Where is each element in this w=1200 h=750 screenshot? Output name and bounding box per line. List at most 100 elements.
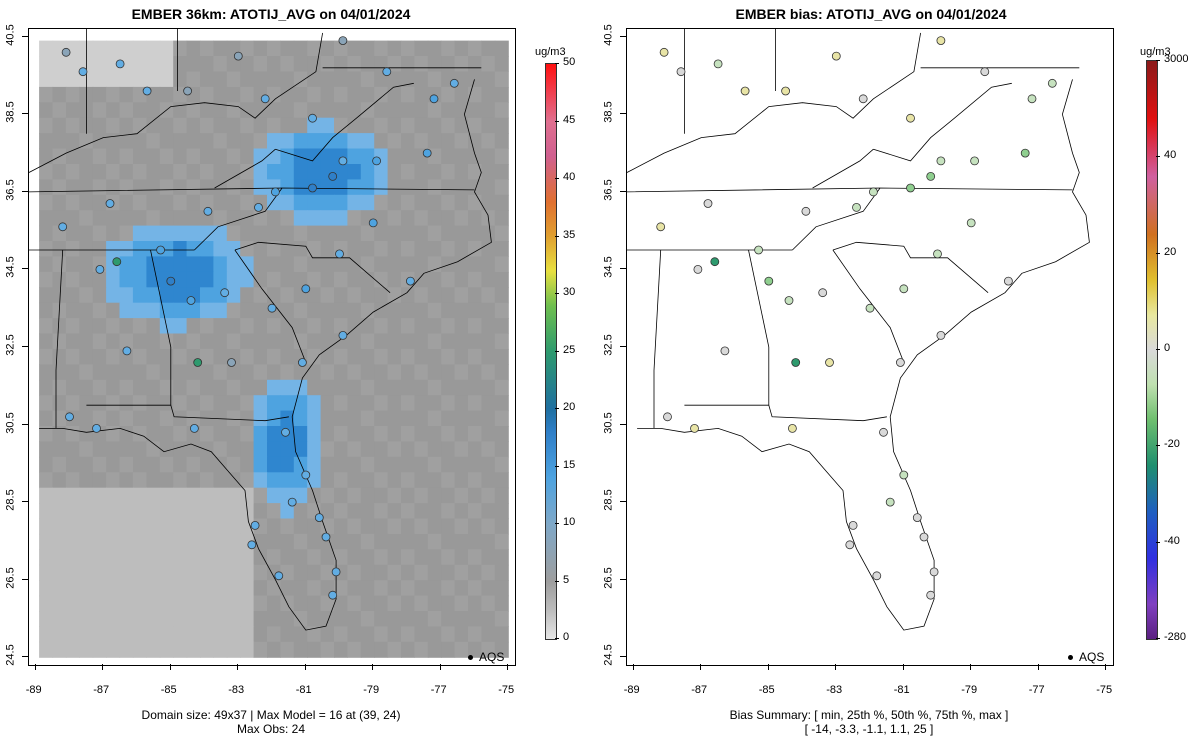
x-tick-mark xyxy=(700,664,702,670)
model-grid-cell xyxy=(79,533,94,550)
observation-point xyxy=(105,199,115,208)
model-grid-cell xyxy=(146,225,161,242)
model-grid-cell xyxy=(79,487,94,504)
model-grid-cell xyxy=(186,71,201,88)
model-grid-cell xyxy=(387,102,402,119)
model-grid-cell xyxy=(280,133,295,150)
bias-point xyxy=(825,358,834,367)
model-grid-cell xyxy=(39,549,54,566)
model-grid-cell xyxy=(226,641,241,658)
model-grid-cell xyxy=(200,333,214,350)
x-tick-mark xyxy=(1037,664,1039,670)
model-grid-cell xyxy=(186,441,201,458)
model-grid-cell xyxy=(253,626,268,643)
model-grid-cell xyxy=(374,487,389,504)
left-legend-label: AQS xyxy=(479,650,505,664)
model-grid-cell xyxy=(374,564,389,581)
model-grid-cell xyxy=(347,287,362,304)
model-grid-cell xyxy=(481,611,496,627)
y-tick-mark xyxy=(620,578,626,580)
colorbar-label: 0 xyxy=(1164,342,1171,354)
model-grid-cell xyxy=(401,194,415,211)
colorbar-tick xyxy=(555,235,559,237)
model-grid-cell xyxy=(79,595,94,612)
model-grid-cell xyxy=(374,86,389,103)
model-grid-cell xyxy=(320,456,335,473)
model-grid-cell xyxy=(132,225,147,242)
model-grid-cell xyxy=(39,287,54,304)
bias-point xyxy=(906,183,915,193)
model-grid-cell xyxy=(320,318,335,335)
model-grid-cell xyxy=(401,641,415,658)
model-grid-cell xyxy=(280,86,295,103)
bias-point xyxy=(663,412,672,422)
model-grid-cell xyxy=(481,287,496,304)
model-grid-cell xyxy=(334,271,348,288)
model-grid-cell xyxy=(92,595,107,612)
model-grid-cell xyxy=(92,379,107,396)
model-grid-cell xyxy=(200,40,214,57)
model-grid-cell xyxy=(481,379,496,396)
model-grid-cell xyxy=(441,564,456,581)
model-grid-cell xyxy=(173,518,188,535)
model-grid-cell xyxy=(454,164,469,180)
model-grid-cell xyxy=(360,641,375,658)
model-grid-cell xyxy=(347,164,362,180)
model-grid-cell xyxy=(387,503,402,520)
model-grid-cell xyxy=(374,395,389,412)
model-grid-cell xyxy=(52,410,67,427)
model-grid-cell xyxy=(79,225,94,242)
left-caption-line1: Domain size: 49x37 | Max Model = 16 at (… xyxy=(141,708,401,722)
observation-point xyxy=(368,218,378,228)
observation-point xyxy=(270,187,280,197)
model-grid-cell xyxy=(39,302,54,319)
model-grid-cell xyxy=(52,133,67,150)
model-grid-cell xyxy=(213,549,228,566)
bias-point xyxy=(936,36,946,46)
model-grid-cell xyxy=(307,564,322,581)
model-grid-cell xyxy=(387,533,402,550)
model-grid-cell xyxy=(132,487,147,504)
model-grid-cell xyxy=(494,40,509,57)
model-grid-cell xyxy=(65,626,80,643)
model-grid-cell xyxy=(267,71,281,88)
model-grid-cell xyxy=(387,318,402,335)
model-grid-cell xyxy=(347,225,362,242)
model-grid-cell xyxy=(347,611,362,627)
model-grid-cell xyxy=(253,56,268,72)
model-grid-cell xyxy=(65,472,80,489)
model-grid-cell xyxy=(374,472,389,489)
model-grid-cell xyxy=(414,318,429,335)
model-grid-cell xyxy=(213,503,228,520)
model-grid-cell xyxy=(65,549,80,566)
model-grid-cell xyxy=(414,210,429,227)
model-grid-cell xyxy=(481,102,496,119)
model-grid-cell xyxy=(280,395,295,412)
model-grid-cell xyxy=(280,410,295,427)
model-grid-cell xyxy=(427,102,442,119)
model-grid-cell xyxy=(374,102,389,119)
model-grid-cell xyxy=(293,271,308,288)
model-grid-cell xyxy=(334,194,348,211)
model-grid-cell xyxy=(173,333,188,350)
model-grid-cell xyxy=(374,348,389,365)
bias-point xyxy=(933,249,942,259)
bias-point xyxy=(899,284,909,294)
model-grid-cell xyxy=(427,595,442,612)
model-grid-cell xyxy=(401,179,415,196)
model-grid-cell xyxy=(481,595,496,612)
model-grid-cell xyxy=(280,148,295,165)
y-tick-label: 24.5 xyxy=(602,644,615,666)
bias-point xyxy=(926,171,936,181)
model-grid-cell xyxy=(159,348,174,365)
model-grid-cell xyxy=(240,595,255,612)
observation-point xyxy=(449,78,459,88)
model-grid-cell xyxy=(146,333,161,350)
model-grid-cell xyxy=(414,364,429,381)
model-grid-cell xyxy=(132,379,147,396)
model-grid-cell xyxy=(65,179,80,196)
model-grid-cell xyxy=(427,379,442,396)
model-grid-cell xyxy=(293,379,308,396)
model-grid-cell xyxy=(267,595,281,612)
model-grid-cell xyxy=(65,194,80,211)
